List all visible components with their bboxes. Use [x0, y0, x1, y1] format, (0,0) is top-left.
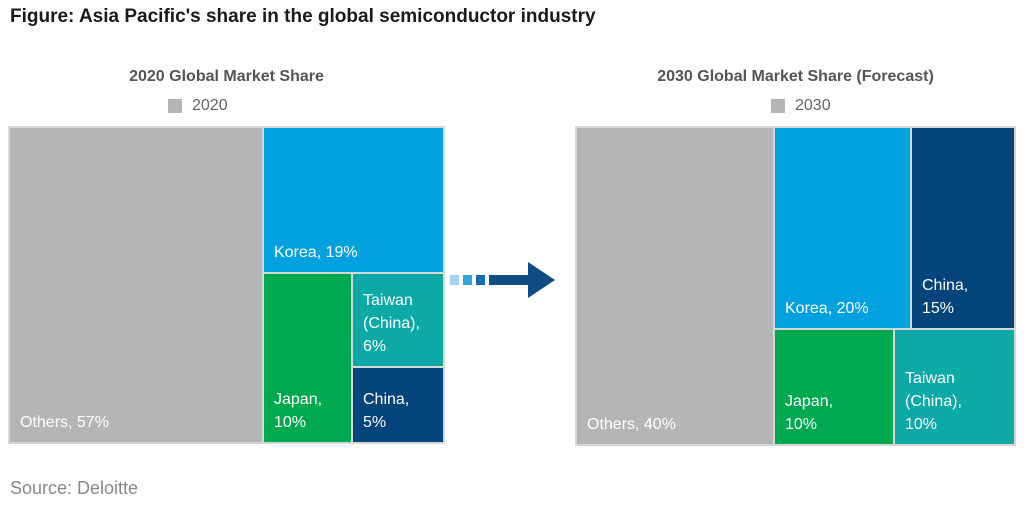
legend-2030: 2030 — [771, 97, 831, 115]
tile-label: China, 15% — [922, 277, 969, 317]
legend-swatch — [168, 99, 182, 113]
treemap-tile-korea: Korea, 20% — [773, 126, 912, 330]
chart-title-2030: 2030 Global Market Share (Forecast) — [657, 68, 934, 85]
chart-title-2020: 2020 Global Market Share — [129, 68, 324, 85]
tile-label: Others, 57% — [20, 414, 109, 431]
tile-label: Korea, 20% — [785, 300, 869, 317]
legend-swatch — [771, 99, 785, 113]
figure-title: Figure: Asia Pacific's share in the glob… — [10, 6, 596, 27]
arrow-icon — [450, 262, 555, 298]
treemap-tile-taiwan-china: Taiwan (China), 10% — [893, 328, 1016, 446]
source-note: Source: Deloitte — [10, 478, 139, 498]
treemap-tile-china: China, 5% — [351, 366, 445, 444]
treemap-tile-taiwan-china: Taiwan (China), 6% — [351, 272, 445, 368]
treemap-tile-others: Others, 57% — [8, 126, 264, 444]
tile-label: Korea, 19% — [274, 244, 358, 261]
treemap-tile-japan: Japan, 10% — [262, 272, 353, 444]
legend-2020: 2020 — [168, 97, 228, 115]
treemap-tile-japan: Japan, 10% — [773, 328, 895, 446]
tile-label: China, 5% — [363, 391, 410, 431]
treemap-2020: Others, 57% Korea, 19% Japan, 10% Taiwan (C… — [8, 126, 445, 444]
treemap-tile-korea: Korea, 19% — [262, 126, 445, 274]
tile-label: Others, 40% — [587, 416, 676, 433]
treemap-tile-china: China, 15% — [910, 126, 1016, 330]
tile-label: Taiwan (China), 10% — [905, 370, 962, 433]
tile-label: Japan, 10% — [785, 393, 834, 433]
tile-label: Japan, 10% — [274, 391, 323, 431]
treemap-2030: Others, 40% Korea, 20% China, 15% Japan, 10… — [575, 126, 1016, 446]
legend-label: 2020 — [192, 97, 228, 114]
tile-label: Taiwan (China), 6% — [363, 292, 420, 355]
treemap-tile-others: Others, 40% — [575, 126, 775, 446]
legend-label: 2030 — [795, 97, 831, 114]
